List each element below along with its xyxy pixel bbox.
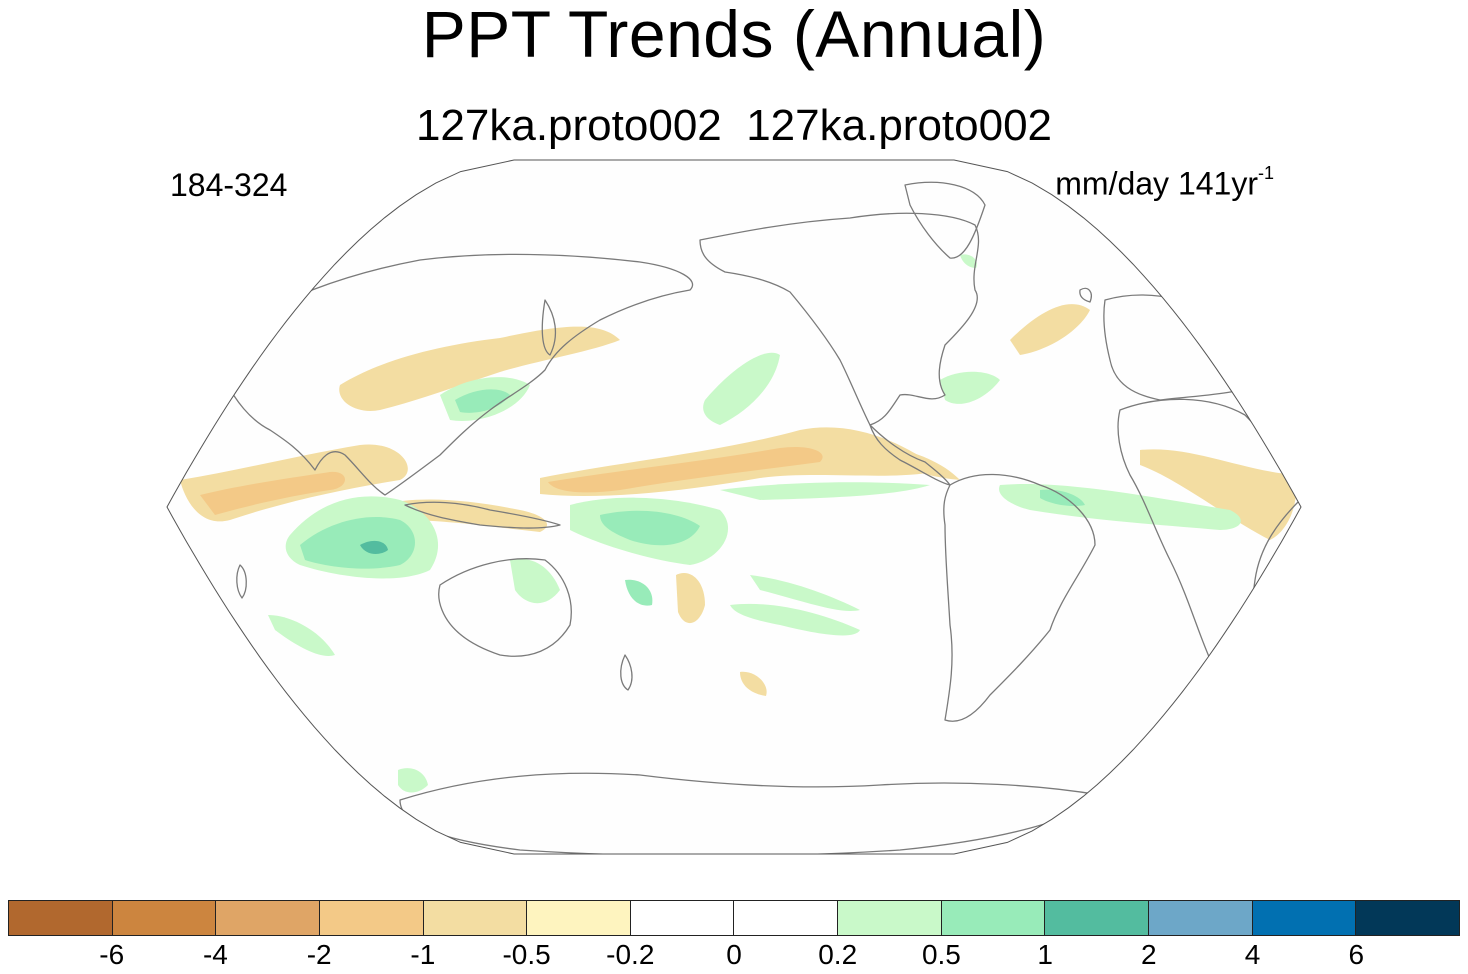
- trend-region-australia-wet: [510, 558, 560, 604]
- colorbar-tick-label: 0.5: [921, 939, 961, 970]
- trend-region-maritime-dry: [380, 499, 548, 532]
- period-label: 184-324: [170, 167, 288, 203]
- map-border: [166, 159, 1302, 855]
- coastline-indonesia: [404, 501, 561, 529]
- trend-region-east-pacific-dry: [880, 445, 960, 480]
- trend-region-east-asia-dry: [339, 326, 620, 411]
- coastline-asia: [222, 253, 693, 496]
- coastline-greenland: [904, 181, 986, 259]
- colorbar-box: [838, 901, 942, 935]
- units-label: mm/day 141yr-1: [1055, 158, 1274, 203]
- colorbar-box: [1045, 901, 1150, 935]
- coastline-north-america: [699, 212, 980, 426]
- colorbar-tick-label: 1: [1037, 939, 1053, 970]
- trend-region-south-atlantic-wet: [1236, 635, 1255, 657]
- precipitation-trend-map: [166, 159, 1302, 855]
- trend-region-greenland-wet: [960, 254, 977, 268]
- trend-region-indian-ocean-wet-core: [300, 517, 415, 569]
- colorbar-tick-label: 4: [1244, 939, 1261, 970]
- trend-region-central-pacific-core: [548, 446, 823, 493]
- colorbar-box: [630, 901, 735, 935]
- colorbar-tick-label: 2: [1141, 939, 1157, 970]
- colorbar-box: [734, 901, 839, 935]
- colorbar-tick-label: -0.5: [502, 939, 551, 970]
- chart-title: PPT Trends (Annual): [421, 0, 1047, 71]
- trend-region-southern-indian-dry: [238, 680, 266, 696]
- colorbar-tick-labels: -6 -4 -2 -1 -0.5 -0.2 0 0.2 0.5 1 2 4 6: [8, 938, 1460, 974]
- trend-region-southern-ocean-wet: [268, 615, 335, 656]
- colorbar-box: [1356, 901, 1459, 935]
- colorbar-box: [527, 901, 631, 935]
- colorbar-tick-label: -2: [306, 939, 332, 970]
- units-base: mm/day 141yr: [1055, 165, 1258, 202]
- colorbar-tick-label: 6: [1348, 939, 1365, 970]
- trend-region-tropical-atlantic-dry: [1140, 449, 1297, 540]
- colorbar-tick-label: -4: [202, 939, 228, 970]
- colorbar-box: [1252, 901, 1357, 935]
- trend-region-south-atlantic-dry: [1200, 678, 1225, 693]
- colorbar-tick-label: 0: [726, 939, 742, 970]
- trend-region-indian-ocean-core: [200, 471, 345, 515]
- coastline-new-zealand: [620, 654, 633, 691]
- trend-region-sw-pacific-dry: [740, 671, 767, 696]
- chart-subtitle: 127ka.proto002 127ka.proto002: [415, 101, 1053, 150]
- colorbar-box: [423, 901, 528, 935]
- trend-region-caribbean-wet: [940, 371, 1000, 404]
- trend-region-east-asia-wet-core: [455, 389, 510, 413]
- trend-region-antarctic-wet: [398, 768, 428, 793]
- trend-region-south-pacific-dry: [676, 573, 705, 624]
- units-exponent: -1: [1257, 163, 1274, 183]
- colorbar-tick-label: -0.2: [606, 939, 655, 970]
- colorbar-tick-label: -6: [99, 939, 125, 970]
- coastline-australia: [438, 558, 572, 657]
- colorbar-tick-label: 0.2: [818, 939, 858, 970]
- colorbar-box: [319, 901, 424, 935]
- trend-region-spcz-wet: [750, 575, 860, 611]
- colorbar-box: [1149, 901, 1253, 935]
- trend-region-coral-sea-wet: [625, 579, 653, 606]
- trend-region-north-pacific-wet: [703, 352, 780, 425]
- coastline-japan: [541, 299, 557, 356]
- colorbar-box: [112, 901, 217, 935]
- colorbar-tick-label: -1: [410, 939, 436, 970]
- colorbar-box: [9, 901, 113, 935]
- trend-region-west-pacific-wet-core: [600, 510, 700, 546]
- coastline-south-america: [943, 473, 1096, 722]
- colorbar-box: [216, 901, 320, 935]
- trend-region-equatorial-pacific-wet: [720, 482, 930, 500]
- colorbar-box: [941, 901, 1046, 935]
- coastline-madagascar: [236, 564, 247, 599]
- trend-field: [180, 254, 1297, 793]
- trend-region-south-pacific-wet: [730, 603, 860, 636]
- trend-region-north-atlantic-dry: [1010, 304, 1090, 355]
- colorbar: [8, 900, 1460, 936]
- trend-region-atlantic-wet-core: [1040, 489, 1085, 507]
- trend-region-indian-ocean-wet-peak: [360, 540, 388, 555]
- coastline-uk: [1079, 287, 1092, 303]
